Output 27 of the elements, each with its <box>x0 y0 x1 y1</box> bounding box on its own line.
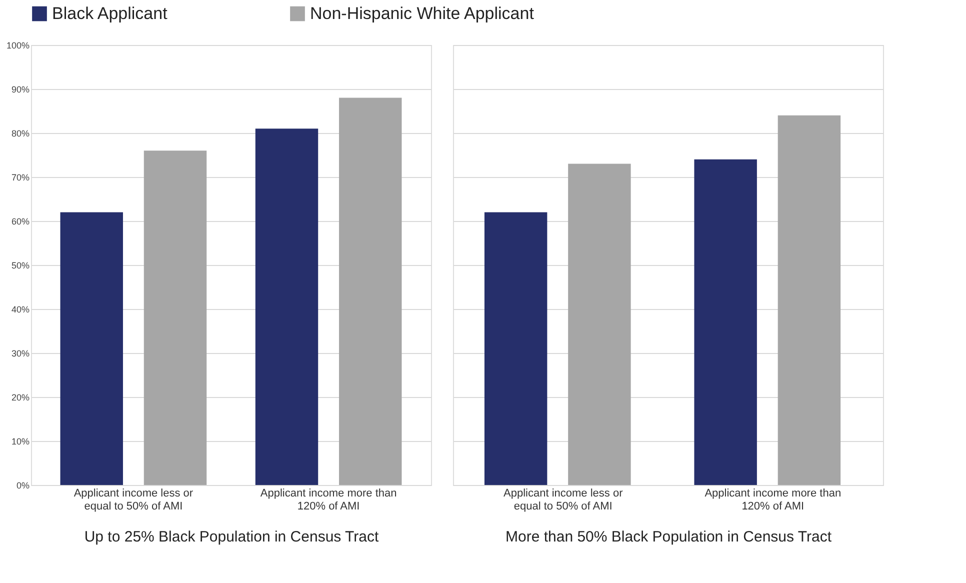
y-tick-label: 70% <box>11 172 30 182</box>
x-tick-label: Applicant income less or equal to 50% of AMI <box>74 488 194 512</box>
legend-label: Black Applicant <box>52 4 168 23</box>
y-tick-label: 90% <box>11 84 30 94</box>
x-tick-label: Applicant income less or equal to 50% of AMI <box>504 488 624 512</box>
legend-label: Non-Hispanic White Applicant <box>310 4 534 23</box>
x-tick-label: Applicant income more than 120% of AMI <box>704 488 842 512</box>
y-tick-label: 80% <box>11 128 30 138</box>
bar <box>144 150 207 485</box>
x-axis-title: More than 50% Black Population in Census Tract <box>505 528 832 546</box>
bar <box>60 212 123 485</box>
bar <box>255 128 318 485</box>
x-axis-title: Up to 25% Black Population in Census Tract <box>84 528 380 546</box>
bar <box>339 98 402 485</box>
bar <box>484 212 548 485</box>
y-tick-label: 10% <box>11 436 30 446</box>
y-tick-label: 20% <box>11 392 30 402</box>
bar <box>778 115 841 485</box>
bar <box>568 164 631 485</box>
x-tick-label: Applicant income more than 120% of AMI <box>260 488 397 512</box>
y-tick-label: 100% <box>6 40 30 50</box>
y-tick-label: 0% <box>16 480 30 490</box>
y-tick-label: 60% <box>11 216 30 226</box>
bar <box>694 159 757 485</box>
y-tick-label: 30% <box>11 348 30 358</box>
y-tick-label: 40% <box>11 304 30 314</box>
y-tick-label: 50% <box>11 260 30 270</box>
